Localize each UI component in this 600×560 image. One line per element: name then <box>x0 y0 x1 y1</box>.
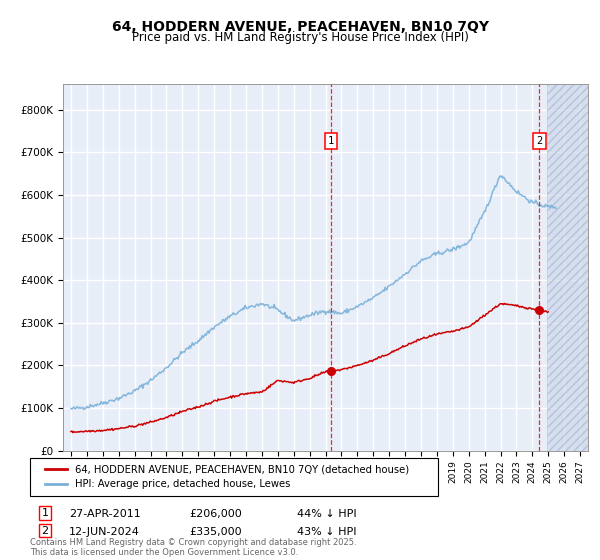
Text: 43% ↓ HPI: 43% ↓ HPI <box>297 527 356 537</box>
Text: 2: 2 <box>536 136 542 146</box>
Text: £335,000: £335,000 <box>189 527 242 537</box>
Text: 12-JUN-2024: 12-JUN-2024 <box>69 527 140 537</box>
Text: 44% ↓ HPI: 44% ↓ HPI <box>297 509 356 519</box>
Text: 1: 1 <box>41 508 49 518</box>
Legend: 64, HODDERN AVENUE, PEACEHAVEN, BN10 7QY (detached house), HPI: Average price, d: 64, HODDERN AVENUE, PEACEHAVEN, BN10 7QY… <box>39 458 415 495</box>
FancyBboxPatch shape <box>38 524 52 538</box>
FancyBboxPatch shape <box>38 506 52 520</box>
Text: Contains HM Land Registry data © Crown copyright and database right 2025.
This d: Contains HM Land Registry data © Crown c… <box>30 538 356 557</box>
Text: 2: 2 <box>41 526 49 536</box>
Text: 1: 1 <box>328 136 334 146</box>
Text: 27-APR-2011: 27-APR-2011 <box>69 509 141 519</box>
Bar <box>547 84 588 451</box>
Text: 64, HODDERN AVENUE, PEACEHAVEN, BN10 7QY: 64, HODDERN AVENUE, PEACEHAVEN, BN10 7QY <box>112 20 488 34</box>
Text: Price paid vs. HM Land Registry's House Price Index (HPI): Price paid vs. HM Land Registry's House … <box>131 31 469 44</box>
Text: £206,000: £206,000 <box>189 509 242 519</box>
